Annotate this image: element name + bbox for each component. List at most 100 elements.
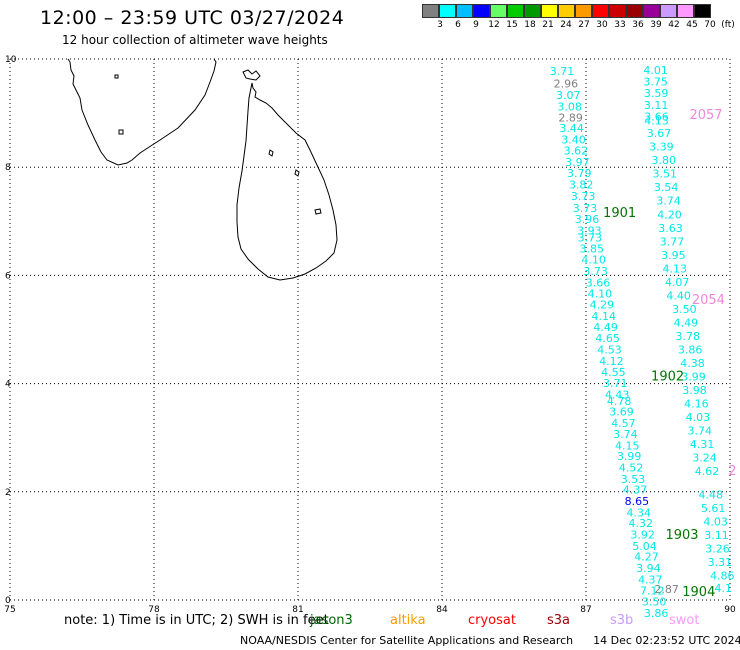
swh-value: 8.65 xyxy=(625,495,650,508)
swh-value: 4.37 xyxy=(623,484,648,497)
swh-value: 4.48 xyxy=(699,489,724,502)
swh-value: 3.51 xyxy=(652,168,677,181)
swh-value: 3.79 xyxy=(567,167,592,180)
swh-value: 7.12 xyxy=(640,584,665,597)
grid-lines xyxy=(9,58,731,601)
swh-value: 5.04 xyxy=(632,540,657,553)
swh-value: 3.73 xyxy=(578,232,603,245)
swh-value: 3.98 xyxy=(682,384,707,397)
swh-value: 4.78 xyxy=(607,395,632,408)
swh-value: 3.82 xyxy=(569,179,594,192)
satellite-legend-cryosat: cryosat xyxy=(468,613,516,628)
colorbar-swatch xyxy=(524,4,541,18)
swh-value: 3.74 xyxy=(656,195,681,208)
footer-timestamp: 14 Dec 02:23:52 UTC 2024 xyxy=(593,634,740,647)
swh-value: 2.96 xyxy=(554,77,579,90)
y-tick-label: 8 xyxy=(5,163,11,173)
satellite-legend-altika: altika xyxy=(390,613,426,628)
satellite-legend-swot: swot xyxy=(669,613,700,628)
swh-value: 3.44 xyxy=(559,122,584,135)
footer-org: NOAA/NESDIS Center for Satellite Applica… xyxy=(240,634,574,647)
swh-value: 3.11 xyxy=(704,529,729,542)
swh-value: 3.86 xyxy=(678,344,703,357)
swh-value: 3.63 xyxy=(658,222,683,235)
pass-time-label: 2057 xyxy=(689,108,722,123)
colorbar-swatch xyxy=(643,4,660,18)
swh-value: 4.13 xyxy=(644,115,669,128)
swh-value: 3.66 xyxy=(644,110,669,123)
swh-value: 4.14 xyxy=(592,310,617,323)
colorbar-label: 3 xyxy=(437,20,443,30)
pass-time-label: 2 xyxy=(728,464,736,479)
chart-title: 12:00 – 23:59 UTC 03/27/2024 xyxy=(40,7,345,29)
x-tick-label: 75 xyxy=(4,605,15,615)
coast-islet-3 xyxy=(314,208,322,215)
colorbar-swatch xyxy=(626,4,643,18)
satellite-legend-s3a: s3a xyxy=(547,613,571,628)
swh-value: 3.73 xyxy=(583,265,608,278)
swh-value: 3.74 xyxy=(613,428,638,441)
colorbar-label: 42 xyxy=(668,20,680,30)
swh-value: 3.69 xyxy=(609,406,634,419)
swh-value: 4.49 xyxy=(593,321,618,334)
footnote: note: 1) Time is in UTC; 2) SWH is in fe… xyxy=(64,613,329,628)
colorbar-label: 30 xyxy=(596,20,608,30)
pass-time-label: 2054 xyxy=(692,293,725,308)
swh-value: 4.52 xyxy=(619,461,644,474)
colorbar-label: 9 xyxy=(473,20,479,30)
colorbar-swatch xyxy=(592,4,609,18)
coast-islet-5 xyxy=(118,129,124,135)
pass-time-label: 1904 xyxy=(682,585,715,600)
y-tick-label: 0 xyxy=(5,596,11,606)
colorbar-label: 18 xyxy=(524,20,536,30)
colorbar-label: 36 xyxy=(632,20,644,30)
swh-value: 4.43 xyxy=(605,388,630,401)
sri-lanka-outline xyxy=(236,82,338,281)
colorbar-swatch xyxy=(507,4,524,18)
colorbar-label: 27 xyxy=(578,20,590,30)
swh-value: 4.27 xyxy=(634,551,659,564)
colorbar-label: 70 xyxy=(704,20,716,30)
swh-value: 4.16 xyxy=(684,398,709,411)
swh-value: 3.26 xyxy=(705,543,730,556)
swh-value: 3.50 xyxy=(642,596,667,609)
swh-value: 3.71 xyxy=(603,377,628,390)
coast-islet-2 xyxy=(294,169,300,177)
chart-subtitle: 12 hour collection of altimeter wave hei… xyxy=(62,33,328,47)
coast-islet-1 xyxy=(268,149,274,157)
colorbar-swatch xyxy=(473,4,490,18)
swh-value: 3.75 xyxy=(643,76,668,89)
pass-time-labels: 1901 2057 2054 1902 1903 1904 2 xyxy=(603,108,736,600)
colorbar-label: 15 xyxy=(506,20,518,30)
colorbar-swatch xyxy=(609,4,626,18)
colorbar-label: 39 xyxy=(650,20,662,30)
swh-value: 3.71 xyxy=(550,65,575,78)
swh-value: 2.87 xyxy=(654,583,679,596)
swh-value: 4.32 xyxy=(628,517,653,530)
swh-value: 3.31 xyxy=(708,556,733,569)
swh-value: 4.86 xyxy=(710,570,735,583)
swh-value: 4.31 xyxy=(690,438,715,451)
swh-value: 4.53 xyxy=(597,344,622,357)
colorbar-swatch xyxy=(439,4,456,18)
x-tick-label: 78 xyxy=(148,605,160,615)
swh-value: 4.10 xyxy=(588,287,613,300)
pass-time-label: 1902 xyxy=(651,369,684,384)
swh-value: 4.1 xyxy=(715,582,733,595)
swh-value: 4.03 xyxy=(703,516,728,529)
swh-value: 3.96 xyxy=(575,213,600,226)
colorbar-swatch xyxy=(677,4,694,18)
x-axis-ticks: 75 78 81 84 87 90 xyxy=(4,605,736,615)
y-tick-label: 10 xyxy=(5,55,17,65)
colorbar-label: 6 xyxy=(455,20,461,30)
colorbar-swatch xyxy=(541,4,558,18)
coast-islet-4 xyxy=(114,74,119,79)
swh-value: 4.40 xyxy=(666,289,691,302)
swh-value: 4.49 xyxy=(674,316,699,329)
swh-value: 3.62 xyxy=(564,144,589,157)
swh-value: 4.29 xyxy=(590,299,615,312)
x-tick-label: 87 xyxy=(580,605,591,615)
swh-value: 4.03 xyxy=(686,411,711,424)
colorbar-swatch xyxy=(558,4,575,18)
swh-value: 3.97 xyxy=(565,156,590,169)
